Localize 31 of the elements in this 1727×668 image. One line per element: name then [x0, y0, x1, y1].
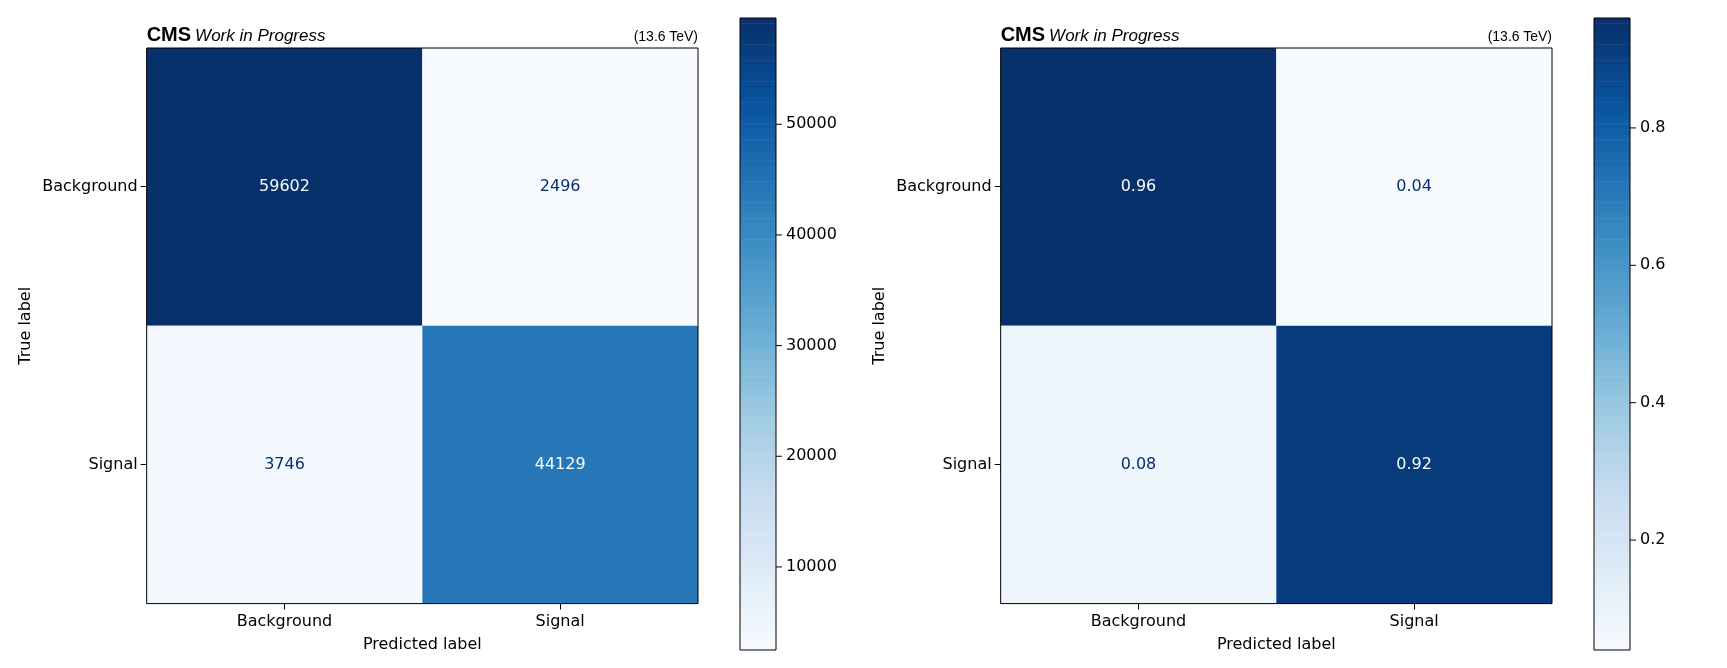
- text: (13.6 TeV): [633, 28, 698, 44]
- data-label: 0.92: [1396, 453, 1432, 473]
- x-tick-label: Signal: [535, 611, 585, 631]
- y-axis-title: True label: [14, 286, 34, 366]
- x-tick-label: Background: [236, 611, 333, 631]
- color-bar-label: 40000: [786, 224, 837, 244]
- chart-title: CMS: [1000, 23, 1046, 45]
- data-label: 0.04: [1396, 176, 1432, 196]
- color-bar-label: 0.8: [1640, 117, 1666, 137]
- chart-title: CMS: [146, 23, 192, 45]
- data-label: 44129: [534, 453, 586, 473]
- color-bar-label: 50000: [786, 113, 837, 133]
- x-axis-title: Predicted label: [1216, 633, 1336, 653]
- color-bar-label: 0.4: [1640, 391, 1666, 411]
- chart-subtitle: Work in Progress: [1049, 26, 1180, 45]
- data-label: 3746: [264, 453, 305, 473]
- text: (13.6 TeV): [1487, 28, 1552, 44]
- data-label: 59602: [259, 176, 310, 196]
- data-label: 0.08: [1120, 453, 1157, 473]
- color-bar-label: 20000: [786, 445, 837, 465]
- color-bar-label: 0.6: [1640, 254, 1666, 274]
- x-tick-label: Signal: [1389, 611, 1439, 631]
- data-label: 0.96: [1120, 176, 1157, 196]
- chart-subtitle: Work in Progress: [195, 26, 326, 45]
- color-bar-label: 0.2: [1640, 529, 1666, 549]
- data-label: 2496: [539, 176, 581, 196]
- color-bar-label: 30000: [786, 334, 837, 354]
- y-axis-title: True label: [868, 286, 888, 366]
- x-tick-label: Background: [1090, 611, 1187, 631]
- color-bar-label: 10000: [786, 556, 837, 576]
- x-axis-title: Predicted label: [362, 633, 482, 653]
